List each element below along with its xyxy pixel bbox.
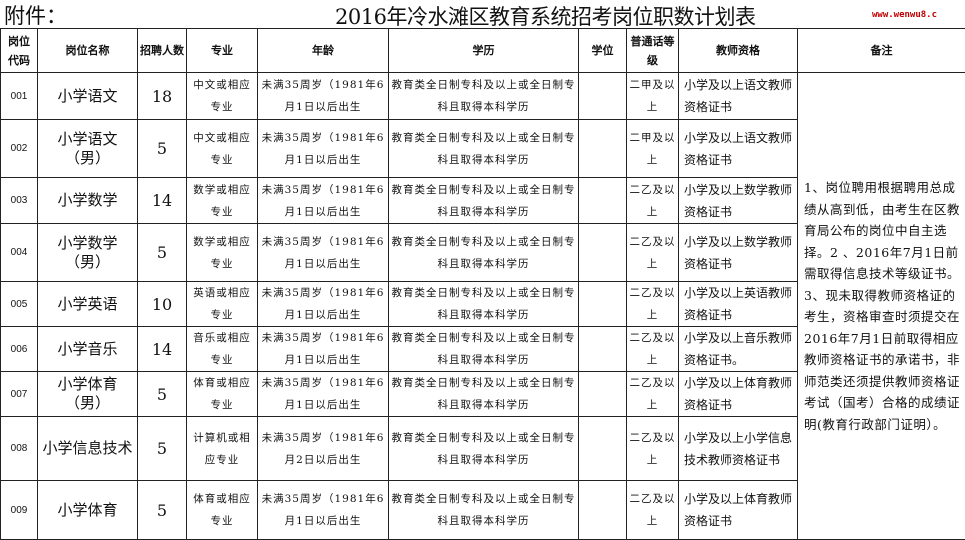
header-major: 专业	[187, 29, 258, 73]
cell-name: 小学体育（男）	[38, 372, 138, 417]
cell-count: 14	[138, 178, 187, 224]
cell-qualification: 小学及以上体育教师资格证书	[679, 372, 798, 417]
cell-major: 数学或相应专业	[187, 178, 258, 224]
header-code: 岗位代码	[1, 29, 38, 73]
cell-qualification: 小学及以上数学教师资格证书	[679, 224, 798, 282]
cell-major: 计算机或相应专业	[187, 417, 258, 481]
cell-age: 未满35周岁（1981年6月2日以后出生	[258, 417, 389, 481]
watermark: www.wenwu8.c	[872, 10, 937, 20]
cell-code: 008	[1, 417, 38, 481]
cell-count: 14	[138, 327, 187, 372]
cell-education: 教育类全日制专科及以上或全日制专科且取得本科学历	[389, 282, 579, 327]
cell-major: 英语或相应专业	[187, 282, 258, 327]
cell-count: 18	[138, 73, 187, 120]
header-mandarin: 普通话等级	[627, 29, 679, 73]
cell-age: 未满35周岁（1981年6月1日以后出生	[258, 73, 389, 120]
header-count: 招聘人数	[138, 29, 187, 73]
cell-education: 教育类全日制专科及以上或全日制专科且取得本科学历	[389, 224, 579, 282]
cell-age: 未满35周岁（1981年6月1日以后出生	[258, 481, 389, 540]
cell-code: 001	[1, 73, 38, 120]
cell-education: 教育类全日制专科及以上或全日制专科且取得本科学历	[389, 178, 579, 224]
cell-count: 5	[138, 372, 187, 417]
header-qualification: 教师资格	[679, 29, 798, 73]
cell-code: 002	[1, 120, 38, 178]
cell-mandarin: 二乙及以上	[627, 178, 679, 224]
cell-qualification: 小学及以上体育教师资格证书	[679, 481, 798, 540]
cell-degree	[579, 224, 627, 282]
cell-degree	[579, 73, 627, 120]
cell-qualification: 小学及以上语文教师资格证书	[679, 73, 798, 120]
header-age: 年龄	[258, 29, 389, 73]
header-degree: 学位	[579, 29, 627, 73]
cell-qualification: 小学及以上音乐教师资格证书。	[679, 327, 798, 372]
cell-name: 小学语文	[38, 73, 138, 120]
cell-remarks: 1、岗位聘用根据聘用总成绩从高到低，由考生在区教育局公布的岗位中自主选择。2 、…	[798, 73, 965, 540]
annex-label: 附件：	[4, 0, 67, 30]
cell-degree	[579, 372, 627, 417]
cell-qualification: 小学及以上数学教师资格证书	[679, 178, 798, 224]
cell-education: 教育类全日制专科及以上或全日制专科且取得本科学历	[389, 417, 579, 481]
cell-age: 未满35周岁（1981年6月1日以后出生	[258, 178, 389, 224]
header-row: 岗位代码 岗位名称 招聘人数 专业 年龄 学历 学位 普通话等级 教师资格 备注	[1, 29, 965, 73]
cell-mandarin: 二乙及以上	[627, 224, 679, 282]
cell-name: 小学体育	[38, 481, 138, 540]
cell-degree	[579, 327, 627, 372]
cell-degree	[579, 282, 627, 327]
cell-major: 体育或相应专业	[187, 481, 258, 540]
cell-qualification: 小学及以上语文教师资格证书	[679, 120, 798, 178]
cell-qualification: 小学及以上英语教师资格证书	[679, 282, 798, 327]
cell-mandarin: 二甲及以上	[627, 73, 679, 120]
cell-code: 005	[1, 282, 38, 327]
cell-degree	[579, 417, 627, 481]
cell-name: 小学信息技术	[38, 417, 138, 481]
cell-mandarin: 二乙及以上	[627, 372, 679, 417]
cell-major: 中文或相应专业	[187, 73, 258, 120]
cell-age: 未满35周岁（1981年6月1日以后出生	[258, 120, 389, 178]
cell-degree	[579, 178, 627, 224]
cell-code: 009	[1, 481, 38, 540]
cell-education: 教育类全日制专科及以上或全日制专科且取得本科学历	[389, 120, 579, 178]
cell-mandarin: 二乙及以上	[627, 417, 679, 481]
cell-degree	[579, 481, 627, 540]
cell-education: 教育类全日制专科及以上或全日制专科且取得本科学历	[389, 73, 579, 120]
cell-major: 数学或相应专业	[187, 224, 258, 282]
cell-major: 中文或相应专业	[187, 120, 258, 178]
cell-code: 006	[1, 327, 38, 372]
cell-major: 音乐或相应专业	[187, 327, 258, 372]
cell-age: 未满35周岁（1981年6月1日以后出生	[258, 327, 389, 372]
cell-education: 教育类全日制专科及以上或全日制专科且取得本科学历	[389, 372, 579, 417]
cell-code: 003	[1, 178, 38, 224]
header-remarks: 备注	[798, 29, 965, 73]
cell-age: 未满35周岁（1981年6月1日以后出生	[258, 282, 389, 327]
page-title: 2016年冷水滩区教育系统招考岗位职数计划表	[335, 1, 755, 31]
cell-count: 5	[138, 224, 187, 282]
cell-age: 未满35周岁（1981年6月1日以后出生	[258, 224, 389, 282]
cell-education: 教育类全日制专科及以上或全日制专科且取得本科学历	[389, 327, 579, 372]
cell-mandarin: 二甲及以上	[627, 120, 679, 178]
cell-name: 小学数学（男）	[38, 224, 138, 282]
header-name: 岗位名称	[38, 29, 138, 73]
cell-count: 5	[138, 417, 187, 481]
cell-mandarin: 二乙及以上	[627, 282, 679, 327]
cell-degree	[579, 120, 627, 178]
cell-mandarin: 二乙及以上	[627, 327, 679, 372]
cell-mandarin: 二乙及以上	[627, 481, 679, 540]
cell-count: 10	[138, 282, 187, 327]
cell-name: 小学语文（男）	[38, 120, 138, 178]
cell-count: 5	[138, 481, 187, 540]
cell-name: 小学英语	[38, 282, 138, 327]
recruitment-table: 岗位代码 岗位名称 招聘人数 专业 年龄 学历 学位 普通话等级 教师资格 备注…	[0, 28, 965, 540]
cell-age: 未满35周岁（1981年6月1日以后出生	[258, 372, 389, 417]
cell-name: 小学数学	[38, 178, 138, 224]
cell-name: 小学音乐	[38, 327, 138, 372]
cell-qualification: 小学及以上小学信息技术教师资格证书	[679, 417, 798, 481]
cell-education: 教育类全日制专科及以上或全日制专科且取得本科学历	[389, 481, 579, 540]
cell-code: 007	[1, 372, 38, 417]
cell-major: 体育或相应专业	[187, 372, 258, 417]
header-education: 学历	[389, 29, 579, 73]
cell-count: 5	[138, 120, 187, 178]
cell-code: 004	[1, 224, 38, 282]
